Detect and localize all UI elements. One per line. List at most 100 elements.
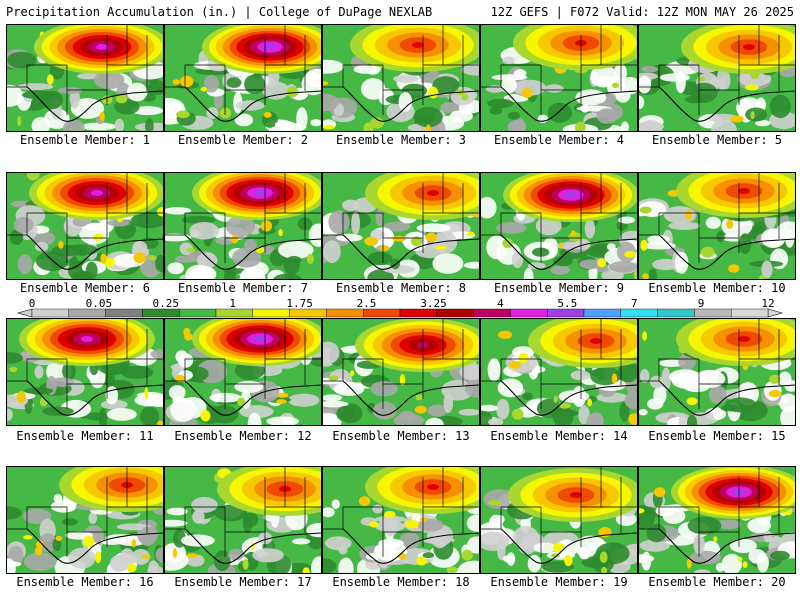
map-boundary-line bbox=[758, 319, 780, 385]
colorbar-swatch bbox=[142, 308, 180, 318]
map-boundary-line bbox=[500, 86, 637, 122]
colorbar-swatch bbox=[289, 308, 327, 318]
member-label: Ensemble Member: 14 bbox=[490, 429, 628, 443]
map-boundary-line bbox=[224, 65, 265, 115]
member-label: Ensemble Member: 19 bbox=[490, 575, 628, 589]
colorbar-swatch bbox=[178, 308, 217, 318]
map-boundary-line bbox=[106, 183, 163, 253]
map-boundary-line bbox=[264, 183, 321, 253]
map-boundary-line bbox=[698, 213, 739, 263]
map-boundary-line bbox=[698, 65, 739, 115]
map-boundary-line bbox=[26, 380, 163, 416]
map-boundary-line bbox=[66, 507, 107, 557]
map-boundary-line bbox=[540, 359, 581, 409]
map-boundary-line bbox=[639, 358, 699, 382]
map-boundary-line bbox=[284, 173, 306, 239]
map-boundary-line bbox=[738, 183, 795, 253]
map-boundary-line bbox=[126, 319, 148, 385]
map-boundary-line bbox=[126, 25, 148, 91]
map-boundary-line bbox=[382, 213, 423, 263]
map-boundary-line bbox=[422, 329, 479, 399]
colorbar-tick-label: 2.5 bbox=[357, 297, 377, 310]
member-map-18 bbox=[322, 466, 480, 574]
map-boundary-line bbox=[284, 467, 306, 533]
map-boundary-line bbox=[342, 234, 479, 270]
colorbar-arrow-left bbox=[16, 308, 33, 318]
map-boundary-line bbox=[342, 380, 479, 416]
map-boundary-line bbox=[580, 477, 637, 547]
member-map-4 bbox=[480, 24, 638, 132]
colorbar-swatch bbox=[510, 308, 548, 318]
map-boundary-line bbox=[382, 507, 423, 557]
member-map-6 bbox=[6, 172, 164, 280]
map-boundary-line bbox=[165, 358, 225, 382]
model-run-info: 12Z GEFS | F072 Valid: 12Z MON MAY 26 20… bbox=[490, 5, 794, 19]
map-boundary-line bbox=[442, 467, 464, 533]
map-boundary-line bbox=[580, 35, 637, 105]
map-boundary-line bbox=[66, 359, 107, 409]
map-boundary-line bbox=[323, 64, 383, 88]
colorbar-swatch bbox=[657, 308, 695, 318]
colorbar-tick-label: 0 bbox=[29, 297, 36, 310]
map-boundary-line bbox=[26, 528, 163, 564]
member-map-16 bbox=[6, 466, 164, 574]
map-boundary-line bbox=[500, 234, 637, 270]
map-boundary-line bbox=[639, 506, 699, 530]
map-boundary-line bbox=[639, 64, 699, 88]
member-label: Ensemble Member: 12 bbox=[174, 429, 312, 443]
member-label: Ensemble Member: 5 bbox=[651, 133, 783, 147]
map-boundary-line bbox=[126, 173, 148, 239]
map-boundary-line bbox=[224, 359, 265, 409]
member-label: Ensemble Member: 10 bbox=[648, 281, 786, 295]
colorbar-swatch bbox=[252, 308, 290, 318]
precipitation-colorbar: 0 0.05 0.25 1 1.75 2.5 3.25 4 5.5 7 9 12 bbox=[0, 296, 800, 320]
map-boundary-line bbox=[264, 477, 321, 547]
member-map-12 bbox=[164, 318, 322, 426]
colorbar-tick-label: 4 bbox=[497, 297, 504, 310]
map-boundary-line bbox=[342, 528, 479, 564]
member-map-7 bbox=[164, 172, 322, 280]
map-boundary-line bbox=[698, 507, 739, 557]
map-boundary-line bbox=[580, 329, 637, 399]
member-label: Ensemble Member: 17 bbox=[174, 575, 312, 589]
map-boundary-line bbox=[323, 212, 383, 236]
member-label: Ensemble Member: 20 bbox=[648, 575, 786, 589]
chart-title: Precipitation Accumulation (in.) | Colle… bbox=[6, 5, 433, 19]
map-boundary-line bbox=[442, 319, 464, 385]
map-boundary-line bbox=[66, 213, 107, 263]
colorbar-tick-label: 0.05 bbox=[86, 297, 113, 310]
member-label: Ensemble Member: 1 bbox=[19, 133, 151, 147]
map-boundary-line bbox=[580, 183, 637, 253]
map-boundary-line bbox=[658, 234, 795, 270]
member-map-10 bbox=[638, 172, 796, 280]
member-map-13 bbox=[322, 318, 480, 426]
map-boundary-line bbox=[600, 319, 622, 385]
map-boundary-line bbox=[481, 212, 541, 236]
map-boundary-line bbox=[738, 35, 795, 105]
map-boundary-line bbox=[738, 329, 795, 399]
member-label: Ensemble Member: 2 bbox=[177, 133, 309, 147]
map-boundary-line bbox=[165, 212, 225, 236]
map-boundary-line bbox=[323, 358, 383, 382]
map-boundary-line bbox=[481, 506, 541, 530]
member-map-2 bbox=[164, 24, 322, 132]
member-label: Ensemble Member: 15 bbox=[648, 429, 786, 443]
map-boundary-line bbox=[698, 359, 739, 409]
map-boundary-line bbox=[264, 329, 321, 399]
map-boundary-line bbox=[26, 86, 163, 122]
map-boundary-line bbox=[66, 65, 107, 115]
colorbar-arrow-right bbox=[767, 308, 784, 318]
member-map-17 bbox=[164, 466, 322, 574]
map-boundary-line bbox=[284, 319, 306, 385]
map-boundary-line bbox=[481, 64, 541, 88]
colorbar-tick-label: 9 bbox=[698, 297, 705, 310]
colorbar-tick-label: 7 bbox=[631, 297, 638, 310]
map-boundary-line bbox=[224, 507, 265, 557]
map-boundary-line bbox=[184, 528, 321, 564]
map-boundary-line bbox=[442, 173, 464, 239]
map-boundary-line bbox=[26, 234, 163, 270]
map-boundary-line bbox=[600, 467, 622, 533]
member-map-11 bbox=[6, 318, 164, 426]
map-boundary-line bbox=[442, 25, 464, 91]
colorbar-swatch bbox=[583, 308, 621, 318]
